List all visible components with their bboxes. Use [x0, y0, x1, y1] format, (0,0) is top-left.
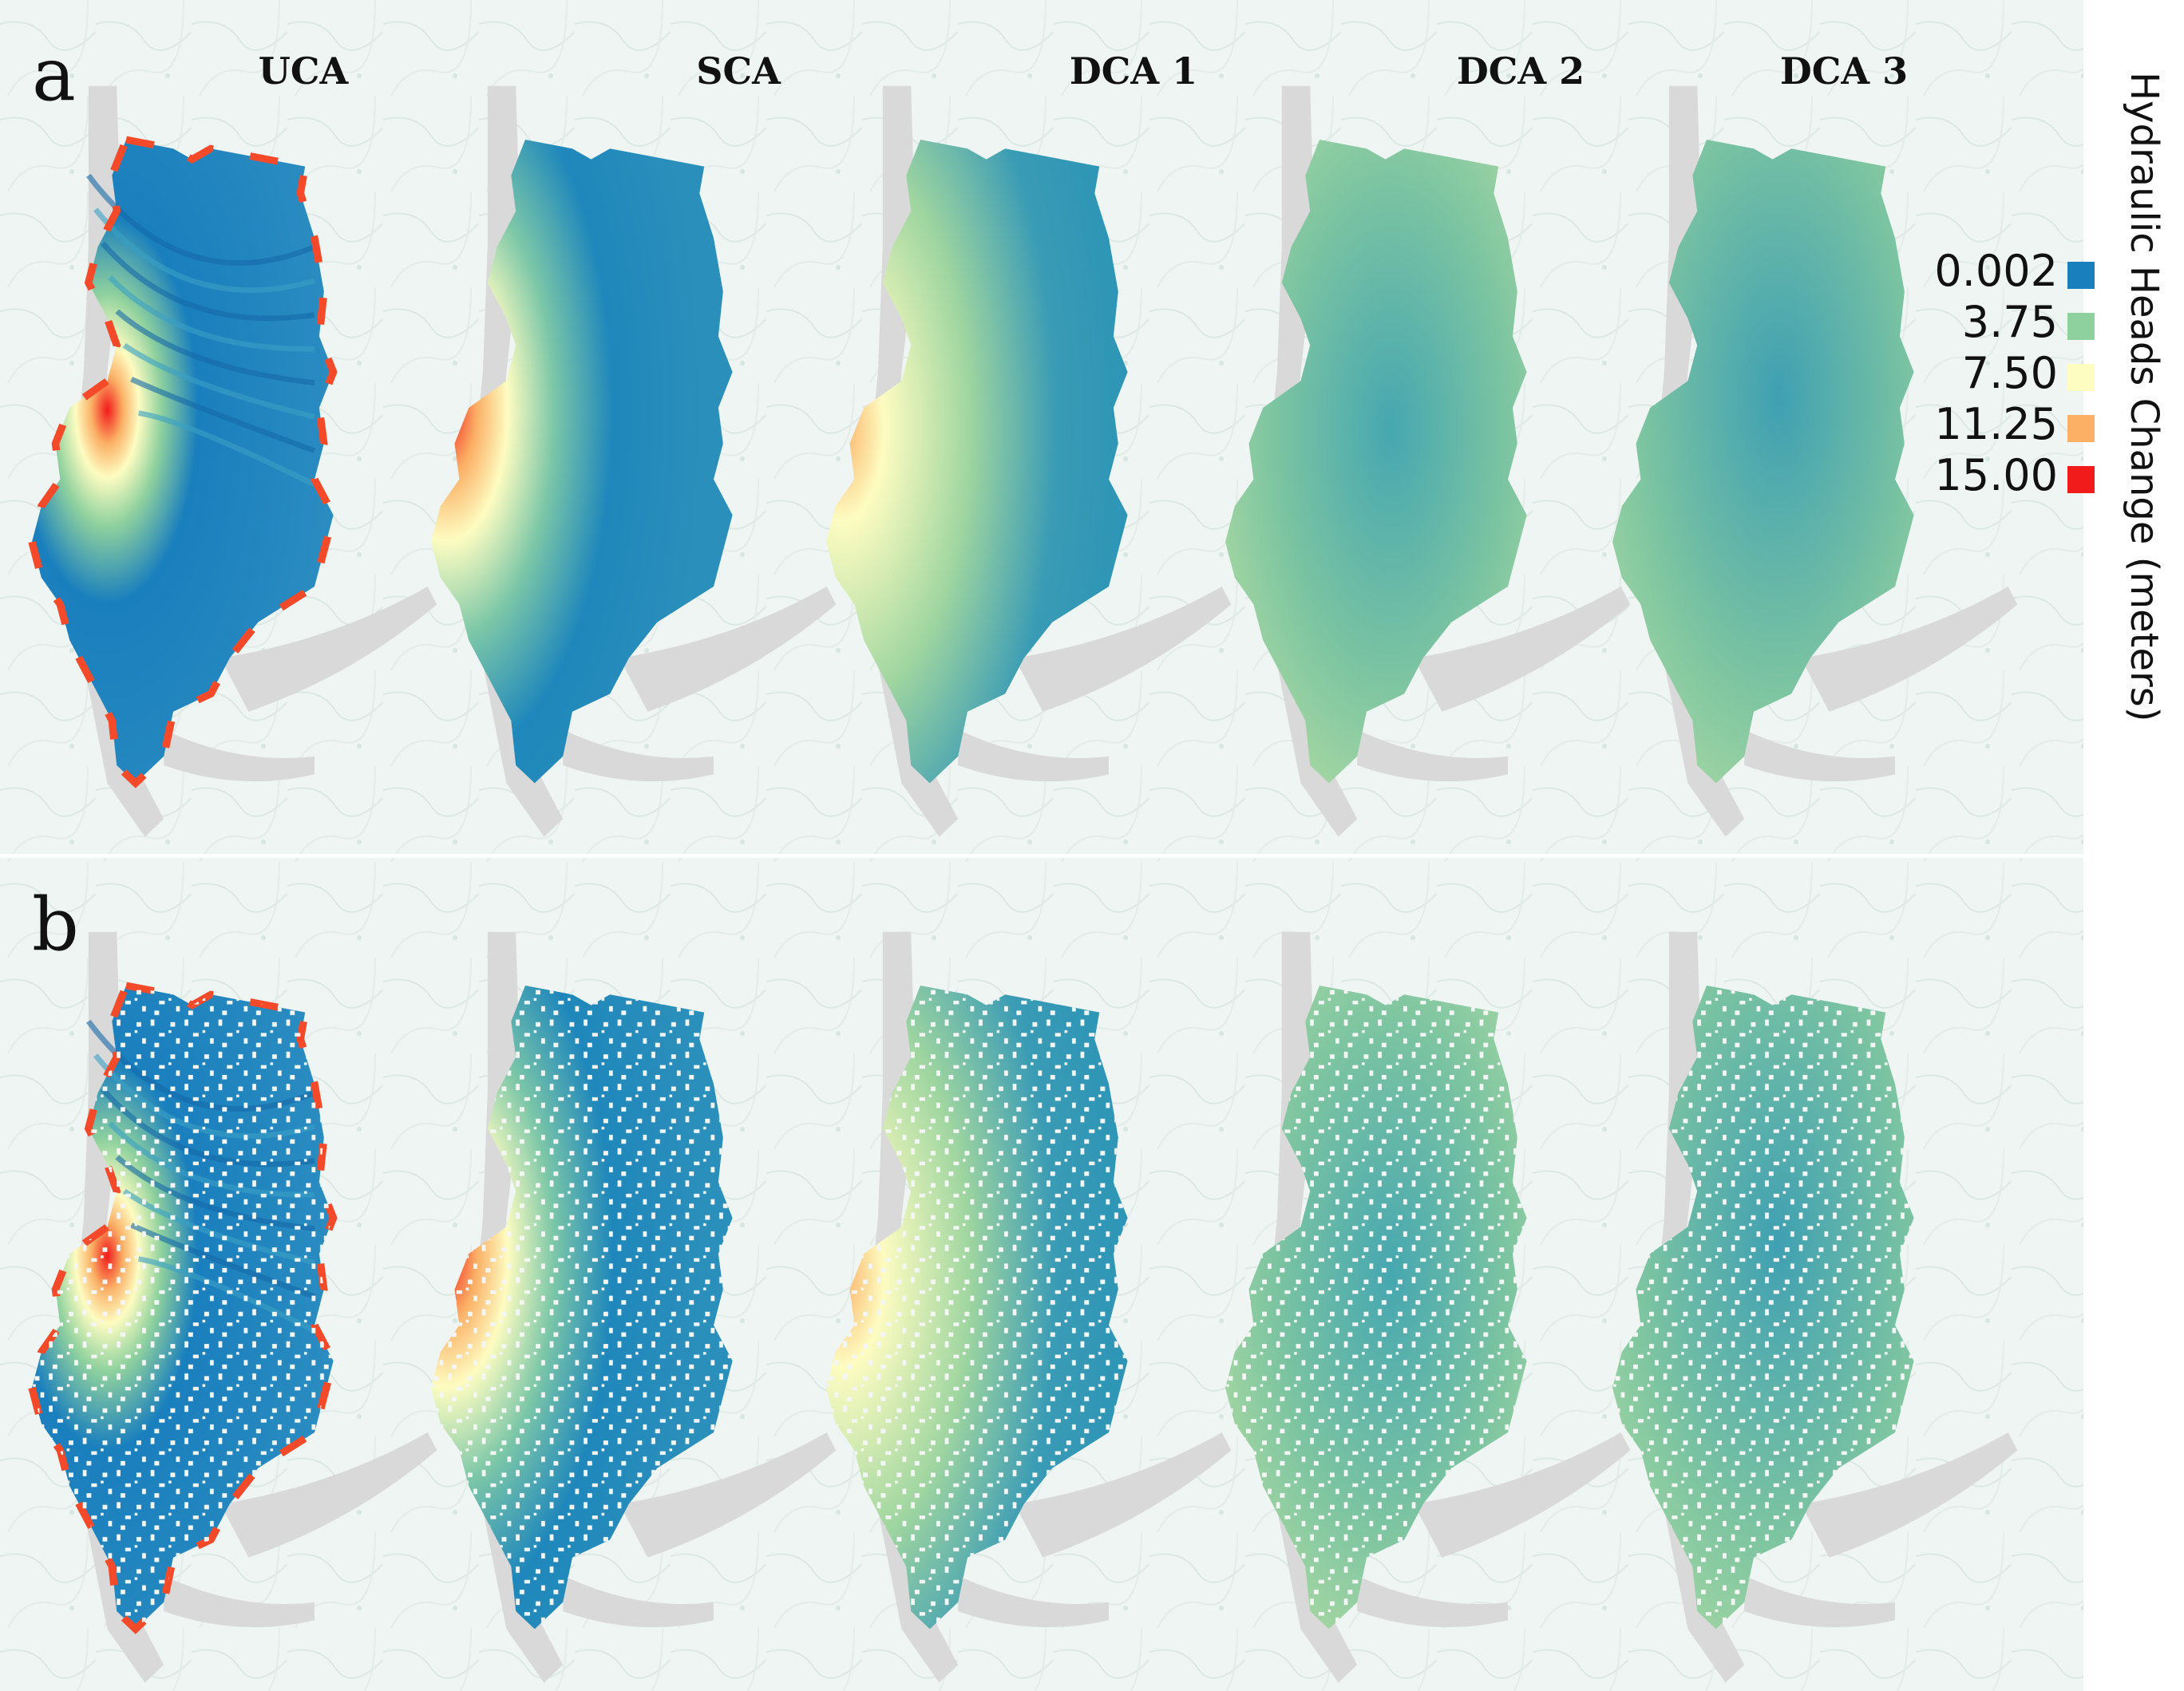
streak-line: [115, 309, 315, 385]
river-shape: [69, 85, 437, 837]
river-shape: [864, 85, 1232, 837]
map-a-dca-3: [1612, 85, 2018, 837]
legend-swatch: [2067, 415, 2095, 442]
river-shape: [1263, 85, 1631, 837]
legend-swatch: [2067, 262, 2095, 289]
legend-label: 0.002: [1934, 246, 2058, 296]
streak-line: [101, 241, 315, 322]
map-b-dca-2: [1225, 931, 1631, 1683]
legend-label: 11.25: [1934, 399, 2058, 449]
streak-line: [122, 342, 315, 420]
map-a-sca: [431, 85, 837, 837]
streak-line: [85, 173, 316, 266]
panel-letter-b: b: [32, 882, 79, 967]
panel-letter-a: a: [32, 32, 76, 117]
river-shape: [1650, 85, 2018, 837]
river-shape: [1263, 931, 1631, 1683]
column-title-sca: SCA: [696, 49, 781, 93]
legend-swatch: [2067, 466, 2095, 493]
map-b-sca: [431, 931, 837, 1683]
legend-title: Hydraulic Heads Change (meters): [2122, 72, 2166, 722]
legend-swatch: [2067, 313, 2095, 340]
map-b-dca-1: [826, 931, 1232, 1683]
column-title-dca-3: DCA 3: [1780, 49, 1908, 93]
column-title-dca-2: DCA 2: [1457, 49, 1585, 93]
streak-line: [130, 377, 316, 453]
column-title-dca-1: DCA 1: [1070, 49, 1197, 93]
river-shape: [69, 931, 437, 1683]
column-title-uca: UCA: [259, 49, 350, 93]
map-b-dca-3: [1612, 931, 2018, 1683]
legend-label: 7.50: [1962, 348, 2058, 398]
map-a-dca-2: [1225, 85, 1631, 837]
legend-label: 15.00: [1934, 450, 2058, 500]
streak-line: [93, 207, 315, 293]
river-shape: [1650, 931, 2018, 1683]
legend-label: 3.75: [1962, 297, 2058, 347]
streak-line: [138, 410, 316, 488]
river-shape: [469, 931, 837, 1683]
river-shape: [469, 85, 837, 837]
legend-swatch: [2067, 364, 2095, 391]
streak-line: [108, 275, 315, 352]
map-b-uca: [32, 931, 437, 1683]
map-a-uca: [32, 85, 437, 837]
river-shape: [864, 931, 1232, 1683]
map-a-dca-1: [826, 85, 1232, 837]
